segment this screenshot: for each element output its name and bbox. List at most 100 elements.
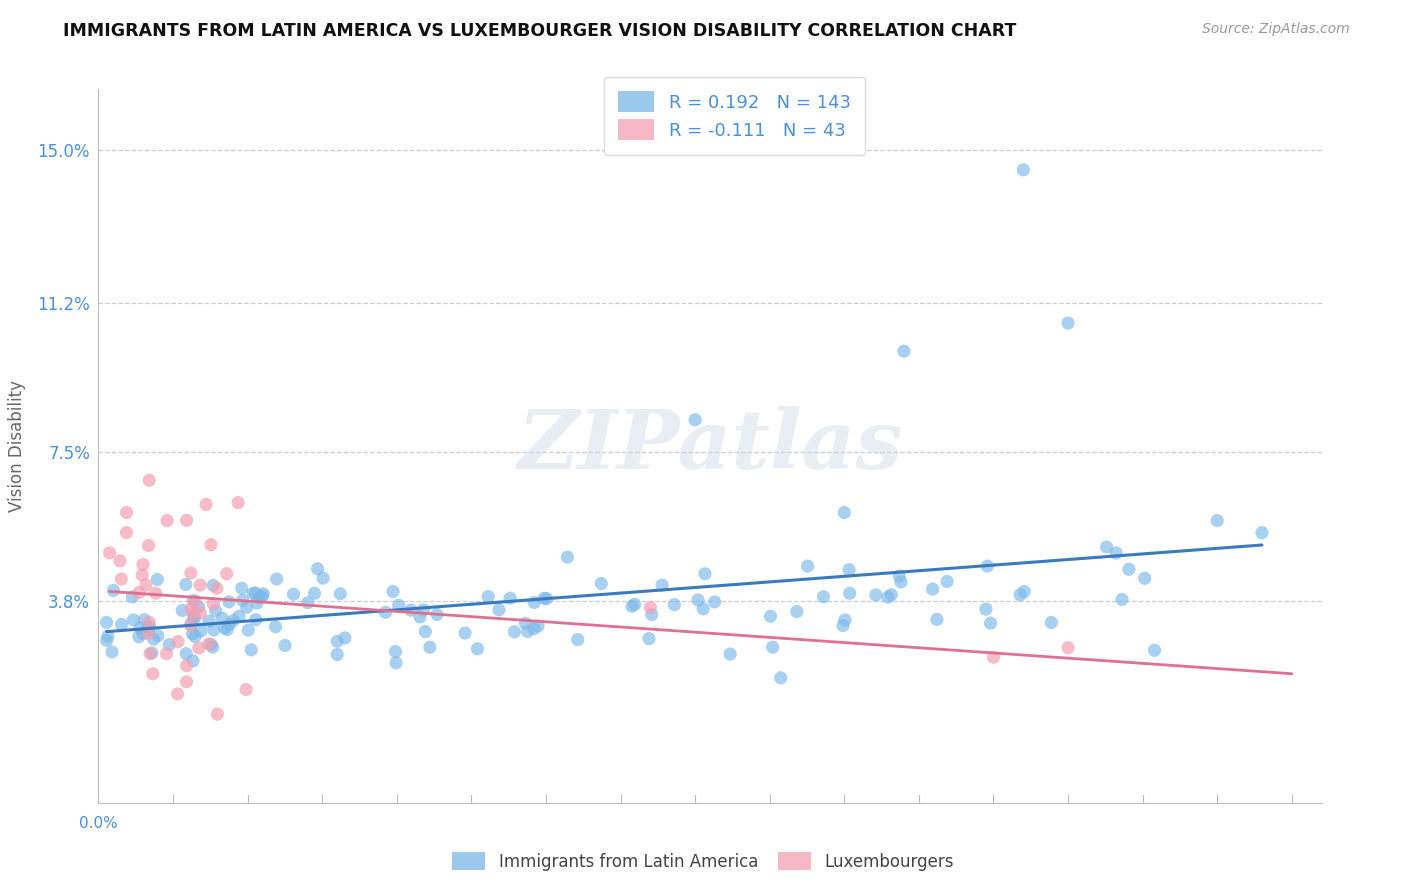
Point — [412, 603, 434, 617]
Point — [832, 618, 855, 632]
Point — [138, 615, 160, 630]
Point — [1010, 588, 1032, 602]
Point — [218, 595, 240, 609]
Point — [557, 550, 579, 565]
Point — [134, 613, 156, 627]
Point — [108, 554, 131, 568]
Point — [1143, 643, 1166, 657]
Point — [245, 586, 267, 600]
Point — [1206, 514, 1229, 528]
Point — [683, 413, 706, 427]
Point — [890, 574, 912, 589]
Point — [135, 578, 157, 592]
Point — [188, 578, 211, 592]
Point — [1057, 640, 1080, 655]
Point — [252, 589, 274, 603]
Point — [207, 707, 229, 722]
Point — [638, 632, 661, 646]
Point — [128, 630, 150, 644]
Point — [142, 666, 165, 681]
Point — [198, 614, 221, 628]
Point — [333, 631, 356, 645]
Point — [703, 595, 725, 609]
Point — [218, 617, 240, 632]
Point — [236, 600, 259, 615]
Point — [326, 634, 349, 648]
Point — [146, 629, 169, 643]
Point — [205, 582, 228, 596]
Legend: Immigrants from Latin America, Luxembourgers: Immigrants from Latin America, Luxembour… — [443, 844, 963, 880]
Point — [925, 612, 948, 626]
Point — [413, 624, 436, 639]
Point — [893, 344, 915, 359]
Point — [249, 591, 271, 605]
Point — [238, 623, 260, 637]
Point — [329, 587, 352, 601]
Point — [180, 602, 202, 616]
Point — [180, 616, 202, 631]
Point — [183, 612, 205, 626]
Point — [312, 571, 335, 585]
Point — [1012, 584, 1035, 599]
Point — [181, 654, 204, 668]
Point — [129, 621, 152, 635]
Point — [283, 587, 305, 601]
Point — [138, 473, 160, 487]
Point — [176, 513, 198, 527]
Point — [499, 591, 522, 606]
Point — [231, 581, 253, 595]
Point — [813, 590, 835, 604]
Point — [183, 593, 205, 607]
Point — [101, 645, 124, 659]
Point — [591, 576, 613, 591]
Point — [567, 632, 589, 647]
Point — [121, 590, 143, 604]
Point — [533, 591, 555, 606]
Point — [138, 622, 160, 636]
Point — [232, 593, 254, 607]
Point — [188, 607, 211, 621]
Point — [623, 597, 645, 611]
Point — [215, 566, 238, 581]
Point — [146, 573, 169, 587]
Point — [304, 586, 326, 600]
Point — [132, 558, 155, 572]
Point — [976, 559, 998, 574]
Point — [195, 498, 218, 512]
Point — [141, 646, 163, 660]
Point — [889, 569, 911, 583]
Point — [245, 613, 267, 627]
Point — [307, 562, 329, 576]
Text: 0.0%: 0.0% — [79, 815, 118, 830]
Point — [136, 626, 159, 640]
Point — [374, 606, 396, 620]
Point — [201, 640, 224, 654]
Point — [202, 597, 225, 611]
Point — [686, 593, 709, 607]
Text: IMMIGRANTS FROM LATIN AMERICA VS LUXEMBOURGER VISION DISABILITY CORRELATION CHAR: IMMIGRANTS FROM LATIN AMERICA VS LUXEMBO… — [63, 22, 1017, 40]
Point — [651, 578, 673, 592]
Point — [865, 588, 887, 602]
Point — [382, 584, 405, 599]
Point — [242, 586, 264, 600]
Point — [536, 591, 558, 606]
Point — [138, 620, 160, 634]
Point — [1057, 316, 1080, 330]
Point — [187, 600, 209, 615]
Point — [385, 656, 408, 670]
Point — [266, 572, 288, 586]
Point — [1095, 540, 1118, 554]
Point — [96, 633, 118, 648]
Point — [834, 613, 856, 627]
Point — [180, 618, 202, 632]
Point — [204, 603, 226, 617]
Point — [217, 623, 239, 637]
Point — [202, 578, 225, 592]
Point — [515, 616, 537, 631]
Point — [167, 634, 190, 648]
Point — [936, 574, 959, 589]
Point — [110, 572, 132, 586]
Point — [222, 614, 245, 628]
Point — [138, 539, 160, 553]
Point — [200, 538, 222, 552]
